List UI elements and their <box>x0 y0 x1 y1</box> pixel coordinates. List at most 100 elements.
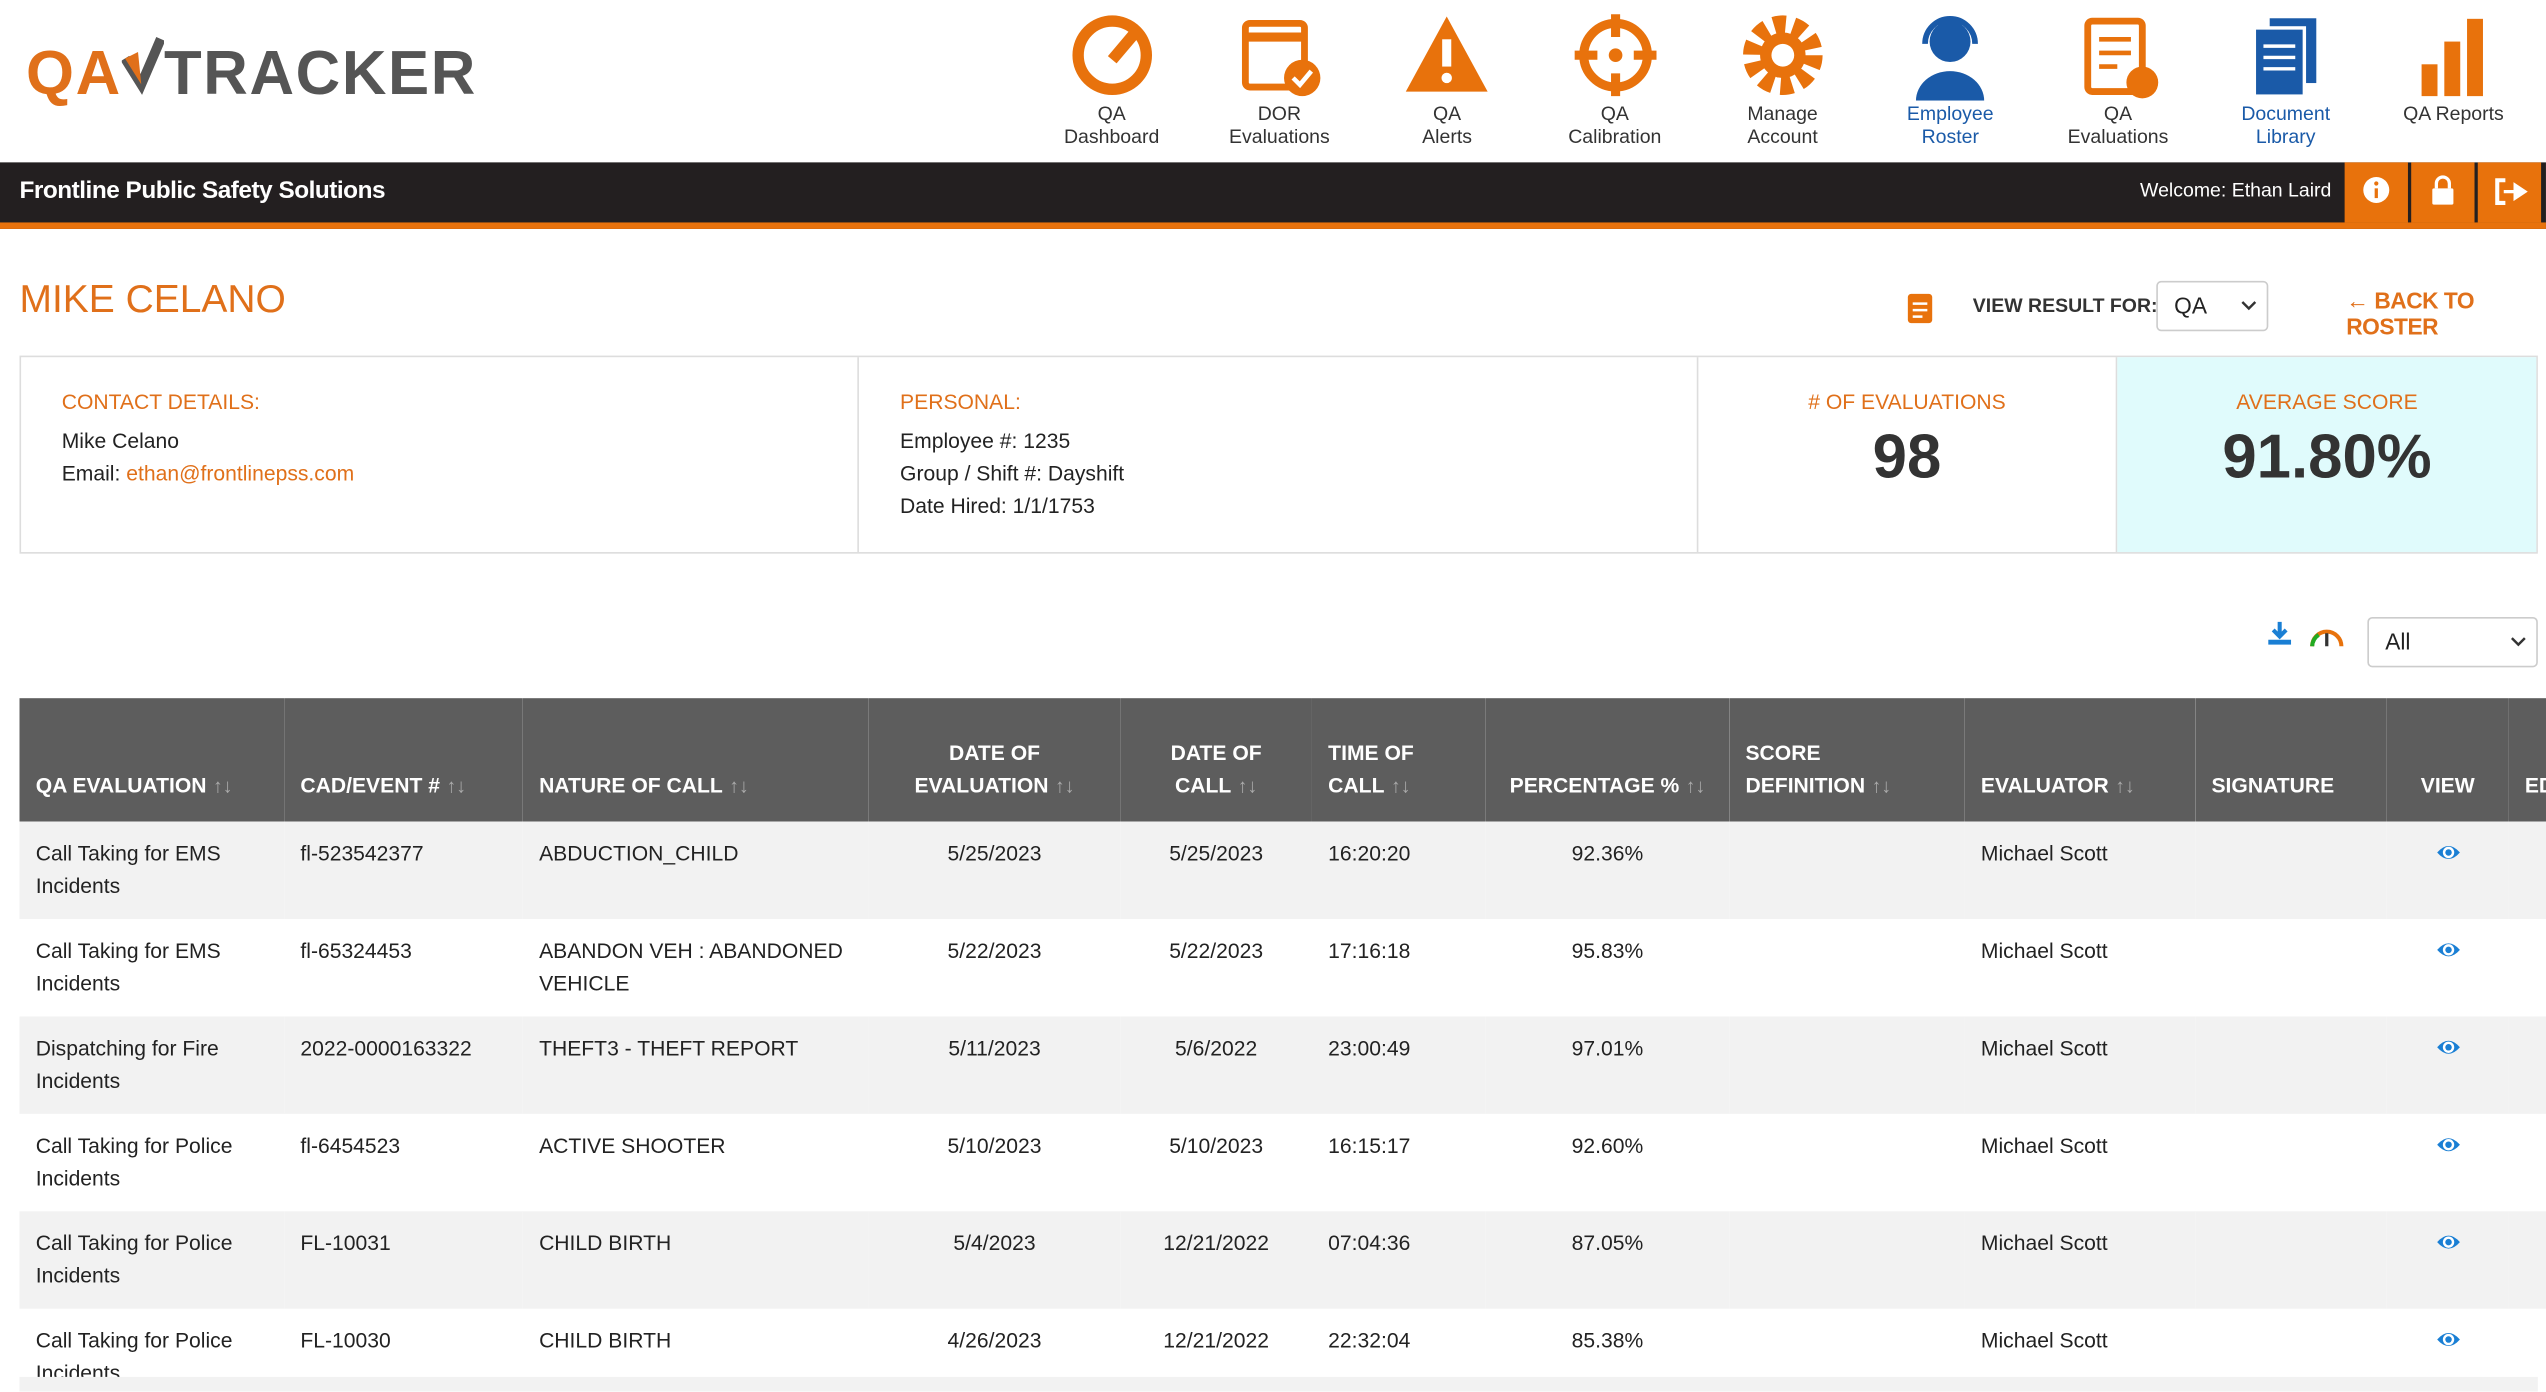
filter-select[interactable]: All <box>2367 617 2538 668</box>
view-icon[interactable] <box>2433 943 2462 969</box>
table-cell: 5/25/2023 <box>868 821 1121 920</box>
table-cell: 16:15:17 <box>1312 1114 1486 1211</box>
cell-text: 5/22/2023 <box>1169 938 1264 963</box>
edit-icon[interactable] <box>2525 848 2546 872</box>
table-row: Dispatching for Fire Incidents 2022-00001… <box>19 1016 2546 1114</box>
email-label: Email: <box>61 461 121 486</box>
table-cell: Michael Scott <box>1965 1309 2196 1392</box>
table-cell: 5/4/2023 <box>868 1211 1121 1309</box>
logo: QA TRACKER <box>26 36 477 111</box>
table-cell: THEFT3 - THEFT REPORT <box>522 1016 869 1114</box>
logout-button[interactable] <box>2477 162 2542 223</box>
nav-item[interactable]: QA Alerts <box>1363 10 1531 156</box>
edit-icon[interactable] <box>2525 1237 2546 1261</box>
cell-text: 5/10/2023 <box>947 1133 1042 1158</box>
table-cell: Call Taking for Police Incidents <box>19 1211 285 1309</box>
table-cell: Michael Scott <box>1964 821 2196 920</box>
average-score: 91.80% <box>2222 423 2432 492</box>
nav-label: Document <box>2241 102 2331 126</box>
nav-label: Roster <box>1921 124 1979 147</box>
cell-text: 17:16:18 <box>1328 938 1411 963</box>
cell-text: 5/22/2023 <box>947 938 1042 963</box>
info-button[interactable] <box>2344 162 2408 223</box>
back-link[interactable]: ← BACK TO ROSTER <box>2346 287 2546 339</box>
nav-label: Dashboard <box>1063 124 1160 147</box>
edit-icon[interactable] <box>2525 945 2546 969</box>
column-title: NATURE OF CALL <box>539 772 723 798</box>
table-cell: 97.01% <box>1485 1016 1730 1114</box>
nav-label: QA <box>1433 102 1462 126</box>
cell-text: 5/25/2023 <box>947 841 1042 866</box>
card-title: AVERAGE SCORE <box>2236 389 2418 415</box>
card-title: # OF EVALUATIONS <box>1808 389 2006 415</box>
cell-text: CHILD BIRTH <box>539 1230 672 1256</box>
nav-item[interactable]: QA Dashboard <box>1028 10 1196 156</box>
nav-item[interactable]: Employee Roster <box>1866 10 2034 156</box>
view-icon[interactable] <box>2433 1138 2462 1164</box>
nav-item[interactable]: QA Evaluations <box>2034 10 2202 156</box>
group-shift: Group / Shift #: Dayshift <box>900 461 1125 486</box>
cell-text: FL-10031 <box>300 1230 391 1256</box>
cell-text: 87.05% <box>1571 1230 1644 1256</box>
nav-item[interactable]: Document Library <box>2202 10 2370 156</box>
nav-item[interactable]: Manage Account <box>1699 10 1867 156</box>
main-nav: QA Dashboard DOR Evaluations QA Alerts QA Calib… <box>1028 10 2538 156</box>
cell-text: Michael Scott <box>1980 1230 2108 1256</box>
cell-text: fl-65324453 <box>300 938 412 963</box>
email-link[interactable]: ethan@frontlinepss.com <box>126 461 355 486</box>
action-cell <box>2509 919 2546 1016</box>
gauge-icon[interactable] <box>2307 619 2346 651</box>
column-title: PERCENTAGE % <box>1509 772 1680 798</box>
column-header[interactable]: EVALUATOR ↑↓ <box>1964 698 2196 822</box>
table-cell <box>1729 919 1964 1016</box>
column-header[interactable]: PERCENTAGE % ↑↓ <box>1485 698 1730 822</box>
column-header[interactable]: SCORE DEFINITION ↑↓ <box>1729 698 1965 822</box>
column-header[interactable]: QA EVALUATION ↑↓ <box>19 698 285 822</box>
table-cell: 5/6/2022 <box>1120 1016 1312 1114</box>
date-hired: Date Hired: 1/1/1753 <box>900 493 1095 518</box>
edit-icon[interactable] <box>2525 1042 2546 1066</box>
nav-item[interactable]: QA Reports <box>2370 10 2538 156</box>
table-cell: 4/26/2023 <box>869 1309 1121 1392</box>
nav-icon <box>2252 14 2320 98</box>
sort-icon: ↑↓ <box>1871 774 1892 798</box>
edit-icon[interactable] <box>2525 1140 2546 1164</box>
column-header[interactable]: DATE OF CALL ↑↓ <box>1120 698 1312 822</box>
table-row: Call Taking for EMS Incidents fl-52354237… <box>19 821 2546 920</box>
view-icon[interactable] <box>2433 1235 2462 1261</box>
sort-icon: ↑↓ <box>446 774 466 798</box>
table-cell: fl-65324453 <box>284 919 523 1016</box>
contact-name: Mike Celano <box>61 428 180 454</box>
cell-text: Michael Scott <box>1980 1133 2108 1158</box>
view-result-select[interactable]: QA <box>2156 280 2269 332</box>
logo-check <box>120 37 166 95</box>
cell-text: 5/4/2023 <box>953 1230 1036 1256</box>
table-cell: Michael Scott <box>1965 919 2196 1016</box>
cell-text: Michael Scott <box>1980 938 2108 963</box>
nav-item[interactable]: DOR Evaluations <box>1196 10 1364 156</box>
column-header[interactable]: DATE OF EVALUATION ↑↓ <box>868 698 1121 822</box>
cell-text: 95.83% <box>1571 938 1644 963</box>
view-icon-glyph <box>2436 1138 2460 1152</box>
table-cell: 5/10/2023 <box>869 1114 1121 1211</box>
view-icon[interactable] <box>2433 845 2462 872</box>
view-icon[interactable] <box>2433 1040 2462 1066</box>
welcome: Welcome: Ethan Laird <box>2140 178 2332 202</box>
brand: Frontline Public Safety Solutions <box>19 176 386 205</box>
cell-text: 5/6/2022 <box>1175 1035 1258 1061</box>
nav-label: Account <box>1747 124 1818 147</box>
lock-button[interactable] <box>2411 162 2475 223</box>
cell-text: ACTIVE SHOOTER <box>539 1133 726 1158</box>
nav-item[interactable]: QA Calibration <box>1531 10 1699 156</box>
column-header[interactable]: TIME OF CALL ↑↓ <box>1311 698 1486 822</box>
lock-icon <box>2432 175 2454 205</box>
view-icon[interactable] <box>2433 1333 2462 1359</box>
column-header[interactable]: NATURE OF CALL ↑↓ <box>522 698 869 822</box>
column-header[interactable]: CAD/EVENT # ↑↓ <box>284 698 523 822</box>
download-icon[interactable] <box>2265 619 2294 648</box>
sort-icon: ↑↓ <box>213 774 233 798</box>
table-cell: 92.60% <box>1486 1114 1730 1211</box>
back-text: BACK TO ROSTER <box>2346 287 2475 340</box>
edit-icon[interactable] <box>2525 1335 2546 1359</box>
column-header[interactable]: EDIT↑↓ <box>2508 698 2546 822</box>
